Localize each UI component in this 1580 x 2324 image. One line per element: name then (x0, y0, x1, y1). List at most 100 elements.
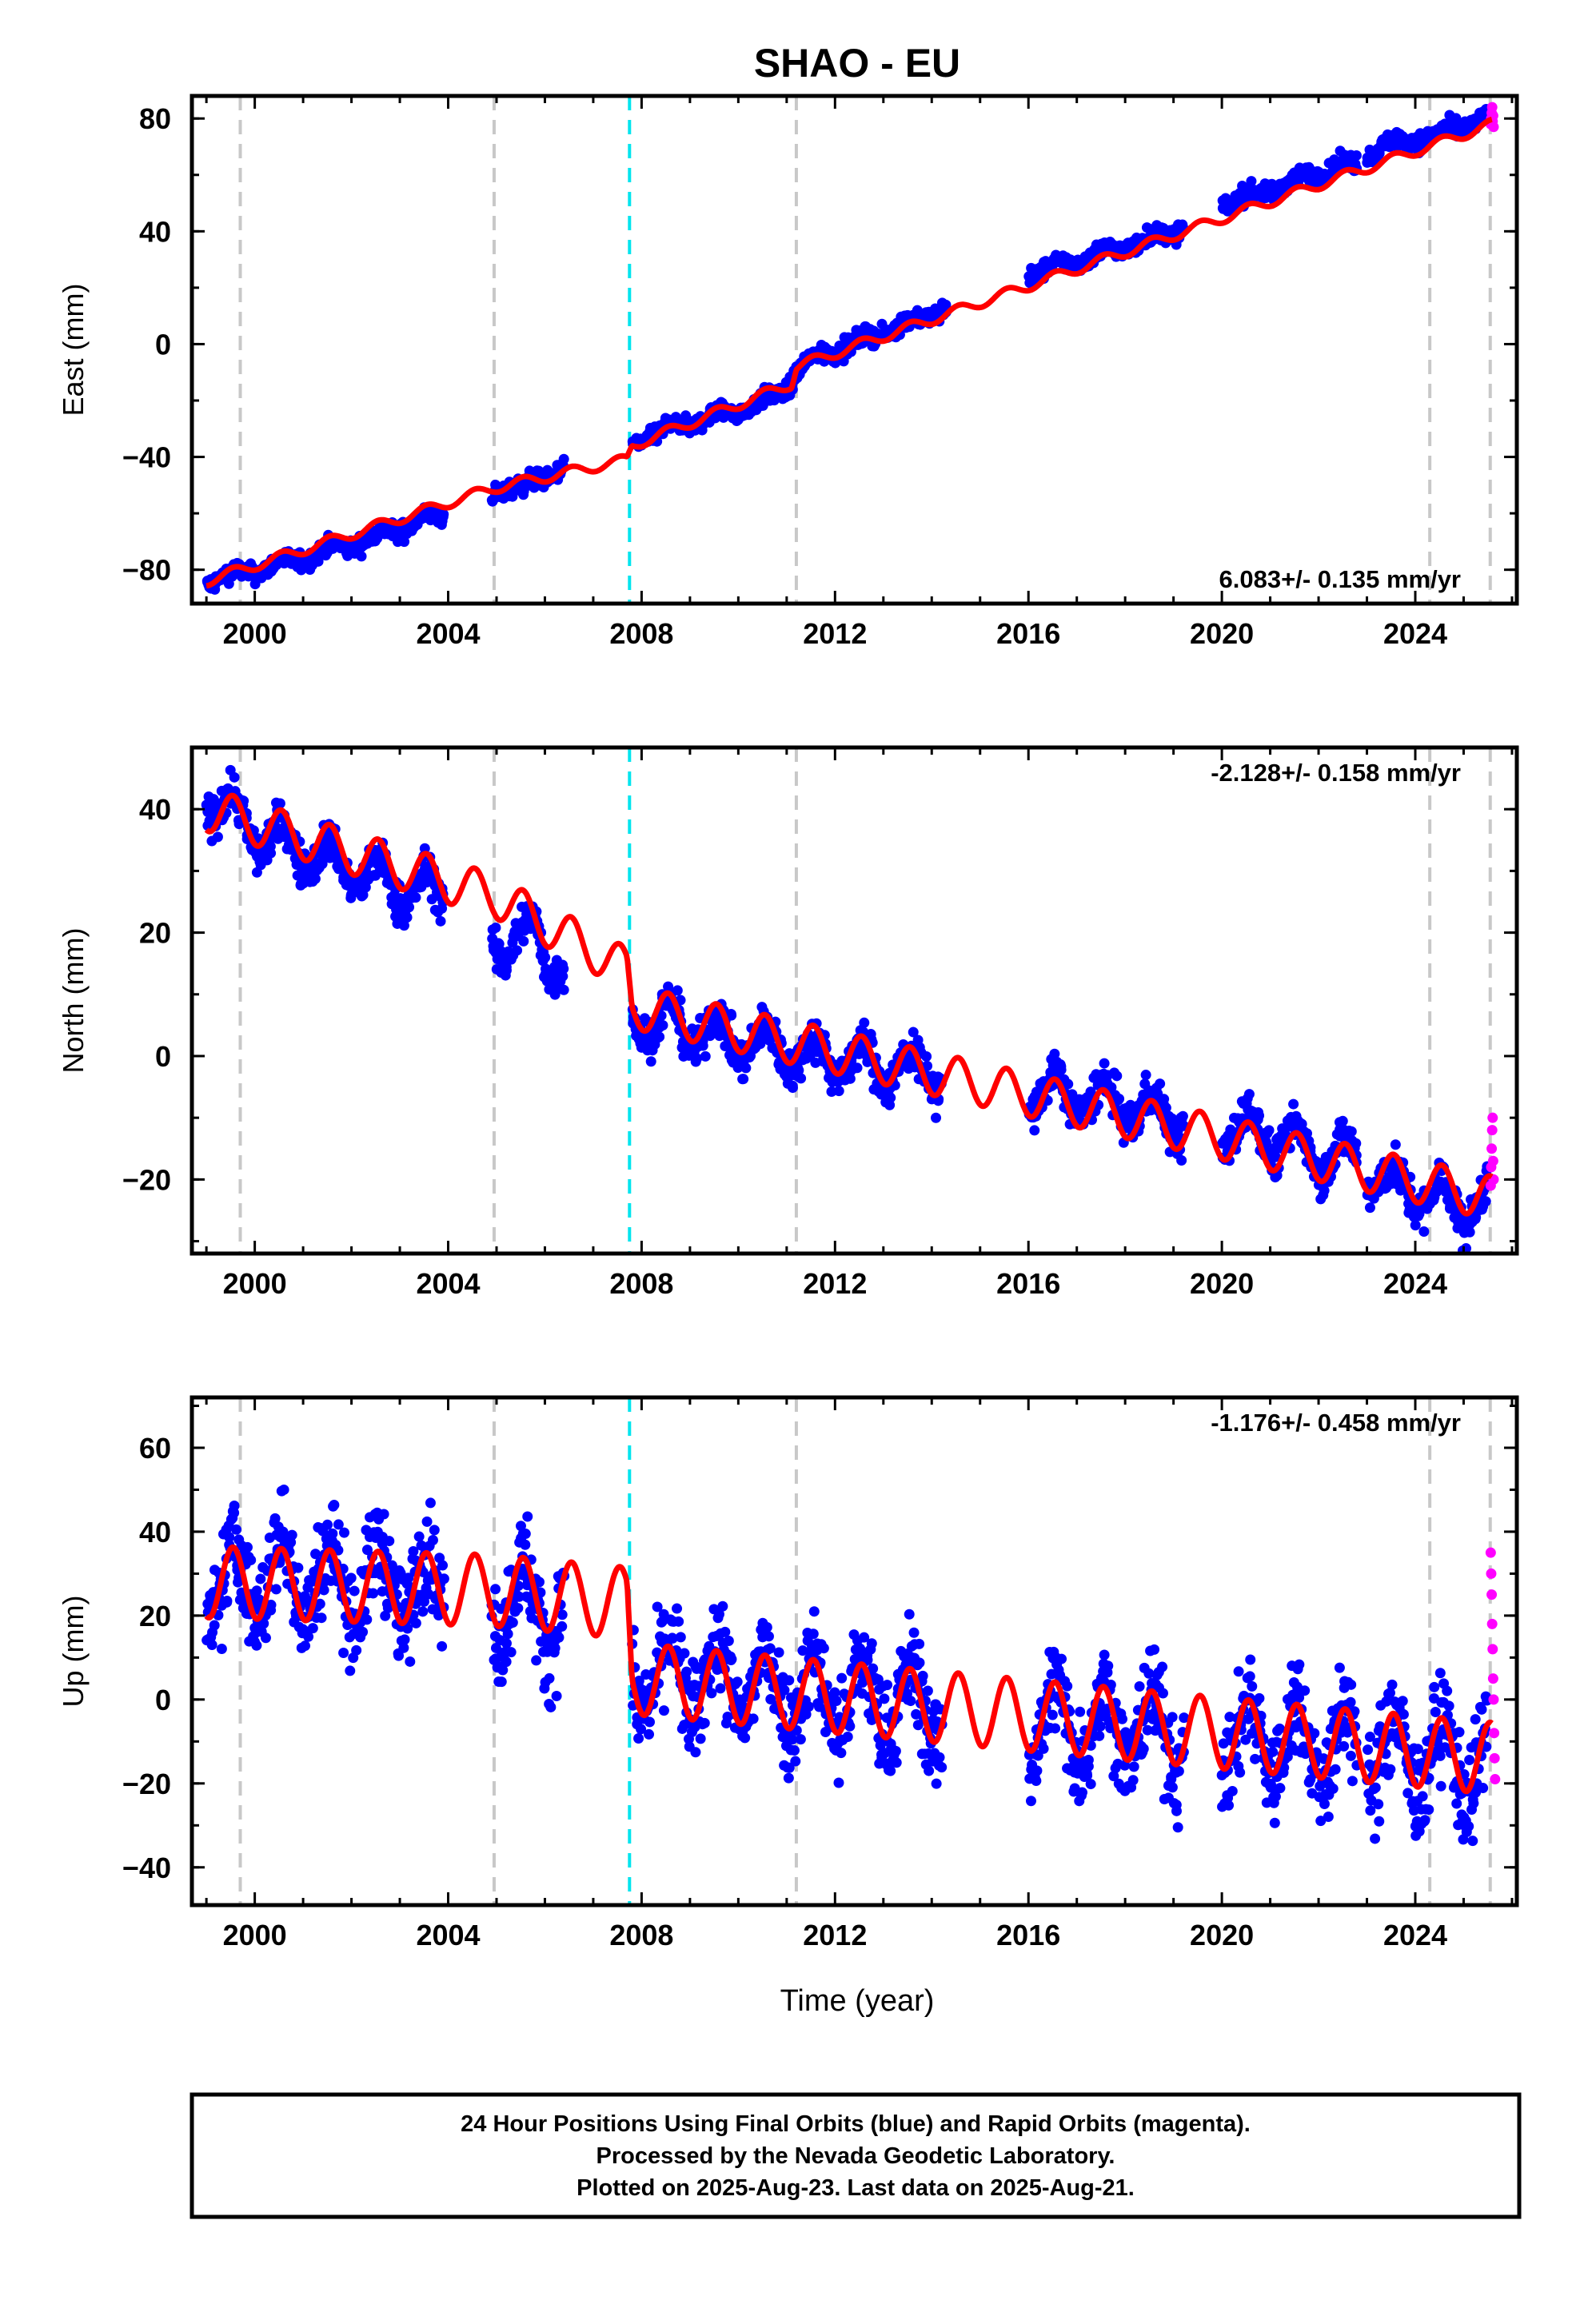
up-rapid-point (1487, 1644, 1498, 1655)
up-final-point (723, 1636, 734, 1647)
up-final-point (1233, 1666, 1244, 1677)
up-final-point (934, 1752, 945, 1763)
east-final-point (356, 551, 367, 562)
up-final-point (425, 1497, 436, 1509)
up-final-point (879, 1693, 890, 1704)
up-final-point (368, 1588, 379, 1599)
north-final-point (229, 771, 240, 783)
north-final-point (1111, 1070, 1123, 1082)
up-final-point (904, 1608, 915, 1620)
north-final-point (1288, 1098, 1299, 1110)
up-final-point (405, 1656, 416, 1667)
up-final-point (520, 1529, 531, 1540)
up-final-point (748, 1713, 759, 1724)
up-final-point (1467, 1836, 1478, 1847)
north-x-tick-label: 2020 (1190, 1267, 1254, 1300)
north-final-point (1254, 1110, 1265, 1121)
north-final-point (931, 1112, 942, 1123)
north-final-point (657, 1020, 668, 1031)
north-final-point (1114, 1094, 1125, 1105)
up-final-point (726, 1653, 737, 1664)
north-final-point (490, 922, 501, 933)
east-y-tick-label: 80 (139, 102, 171, 135)
east-final-point (1351, 149, 1362, 161)
up-final-point (695, 1733, 706, 1744)
up-final-point (1244, 1671, 1255, 1682)
up-final-point (679, 1648, 690, 1659)
north-final-point (787, 1080, 798, 1091)
up-final-point (763, 1631, 774, 1642)
up-final-point (349, 1585, 360, 1597)
east-rate-label: 6.083+/- 0.135 mm/yr (1219, 565, 1461, 593)
east-plot-area (201, 96, 1499, 604)
north-final-point (1410, 1220, 1421, 1231)
up-final-point (1443, 1700, 1454, 1712)
north-final-point (921, 1051, 932, 1062)
up-final-point (773, 1647, 784, 1658)
north-final-point (410, 892, 421, 903)
up-final-point (1346, 1679, 1357, 1690)
east-x-tick-label: 2020 (1190, 617, 1254, 650)
east-x-tick-label: 2008 (609, 617, 673, 650)
up-x-tick-label: 2012 (803, 1919, 867, 1951)
north-final-point (1155, 1078, 1166, 1090)
north-final-point (1099, 1058, 1110, 1069)
north-rapid-point (1486, 1125, 1498, 1136)
up-final-point (1103, 1660, 1114, 1672)
up-final-point (1235, 1767, 1246, 1778)
up-final-point (803, 1701, 814, 1712)
up-final-point (1468, 1798, 1479, 1809)
up-final-point (241, 1541, 253, 1553)
up-final-point (1127, 1775, 1139, 1786)
up-final-point (1031, 1765, 1043, 1776)
north-final-point (404, 902, 415, 913)
up-final-point (658, 1705, 669, 1716)
up-final-point (531, 1655, 542, 1666)
up-final-point (1417, 1791, 1428, 1802)
up-final-point (836, 1748, 847, 1759)
up-final-point (1173, 1765, 1184, 1776)
up-final-point (438, 1573, 449, 1585)
east-x-tick-label: 2016 (996, 617, 1060, 650)
north-final-point (435, 915, 446, 927)
up-final-point (1334, 1662, 1345, 1673)
up-final-point (437, 1560, 449, 1571)
up-x-tick-label: 2016 (996, 1919, 1060, 1951)
up-final-point (522, 1511, 533, 1522)
up-final-point (818, 1643, 829, 1654)
up-y-tick-label: −40 (122, 1852, 171, 1884)
north-final-point (1177, 1110, 1188, 1122)
up-final-point (1031, 1775, 1042, 1786)
up-y-tick-label: 40 (139, 1516, 171, 1549)
up-rapid-point (1486, 1589, 1498, 1600)
north-final-point (852, 1062, 863, 1074)
up-final-point (1138, 1744, 1149, 1755)
north-final-point (1364, 1202, 1375, 1214)
up-final-point (1025, 1796, 1036, 1807)
east-y-axis-label: East (mm) (57, 284, 90, 417)
up-final-point (1038, 1743, 1049, 1754)
up-final-point (357, 1626, 369, 1637)
up-final-point (740, 1732, 751, 1744)
north-final-point (540, 952, 551, 963)
up-final-point (633, 1733, 644, 1744)
north-final-point (1176, 1154, 1187, 1166)
up-final-point (1134, 1680, 1145, 1692)
north-final-point (1029, 1125, 1040, 1136)
up-final-point (1319, 1799, 1330, 1810)
east-y-tick-label: −80 (122, 554, 171, 587)
up-rapid-point (1489, 1728, 1500, 1739)
east-rapid-orbit-points (1485, 102, 1499, 133)
up-rapid-point (1489, 1752, 1500, 1764)
up-final-point (1373, 1799, 1384, 1810)
up-rapid-point (1486, 1618, 1498, 1629)
north-final-point (558, 963, 569, 975)
up-final-point (345, 1665, 356, 1676)
panel-up: 2000 2004 2008 2012 2016 2020 2024−40−20020406… (57, 1395, 1519, 1951)
north-final-point (512, 945, 523, 956)
up-final-point (831, 1696, 842, 1707)
up-final-point (699, 1717, 710, 1728)
up-final-point (1327, 1783, 1339, 1794)
up-final-point (1442, 1685, 1453, 1696)
